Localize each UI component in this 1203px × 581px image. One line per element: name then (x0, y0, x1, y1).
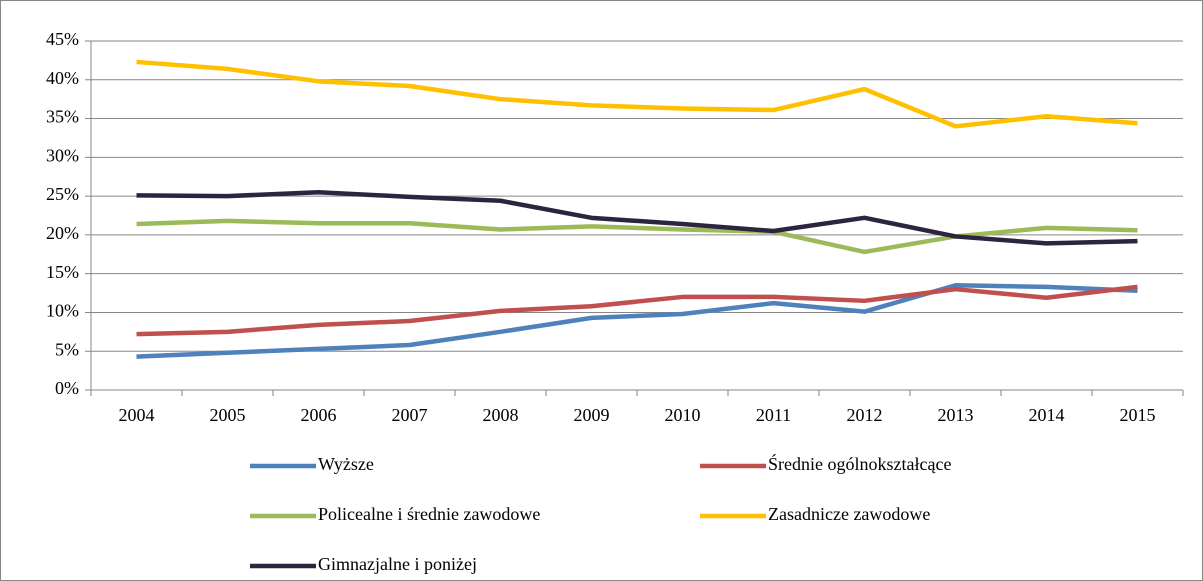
x-tick-label: 2006 (301, 405, 337, 425)
y-tick-label: 15% (46, 262, 79, 282)
legend-label: Policealne i średnie zawodowe (318, 504, 540, 524)
x-tick-label: 2012 (847, 405, 883, 425)
series-line (136, 59, 1138, 129)
x-tick-label: 2013 (938, 405, 974, 425)
x-tick-label: 2010 (665, 405, 701, 425)
series-line (136, 284, 1138, 337)
legend-label: Średnie ogólnokształcące (768, 453, 951, 474)
y-tick-label: 5% (55, 339, 79, 359)
x-tick-label: 2007 (392, 405, 428, 425)
y-tick-label: 35% (46, 107, 79, 127)
y-tick-label: 40% (46, 68, 79, 88)
x-tick-label: 2009 (574, 405, 610, 425)
x-tick-label: 2005 (210, 405, 246, 425)
series-line (136, 283, 1138, 359)
x-tick-label: 2015 (1120, 405, 1156, 425)
legend-label: Zasadnicze zawodowe (768, 504, 930, 524)
y-tick-label: 45% (46, 29, 79, 49)
y-tick-label: 20% (46, 223, 79, 243)
series-line (136, 189, 1138, 246)
y-tick-label: 30% (46, 145, 79, 165)
legend-label: Wyższe (318, 454, 374, 474)
x-tick-label: 2014 (1029, 405, 1065, 425)
y-tick-label: 10% (46, 301, 79, 321)
y-tick-label: 0% (55, 378, 79, 398)
x-tick-label: 2011 (756, 405, 791, 425)
legend-label: Gimnazjalne i poniżej (318, 554, 477, 574)
x-tick-label: 2004 (119, 405, 155, 425)
series-line (136, 218, 1138, 255)
x-tick-label: 2008 (483, 405, 519, 425)
y-tick-label: 25% (46, 184, 79, 204)
